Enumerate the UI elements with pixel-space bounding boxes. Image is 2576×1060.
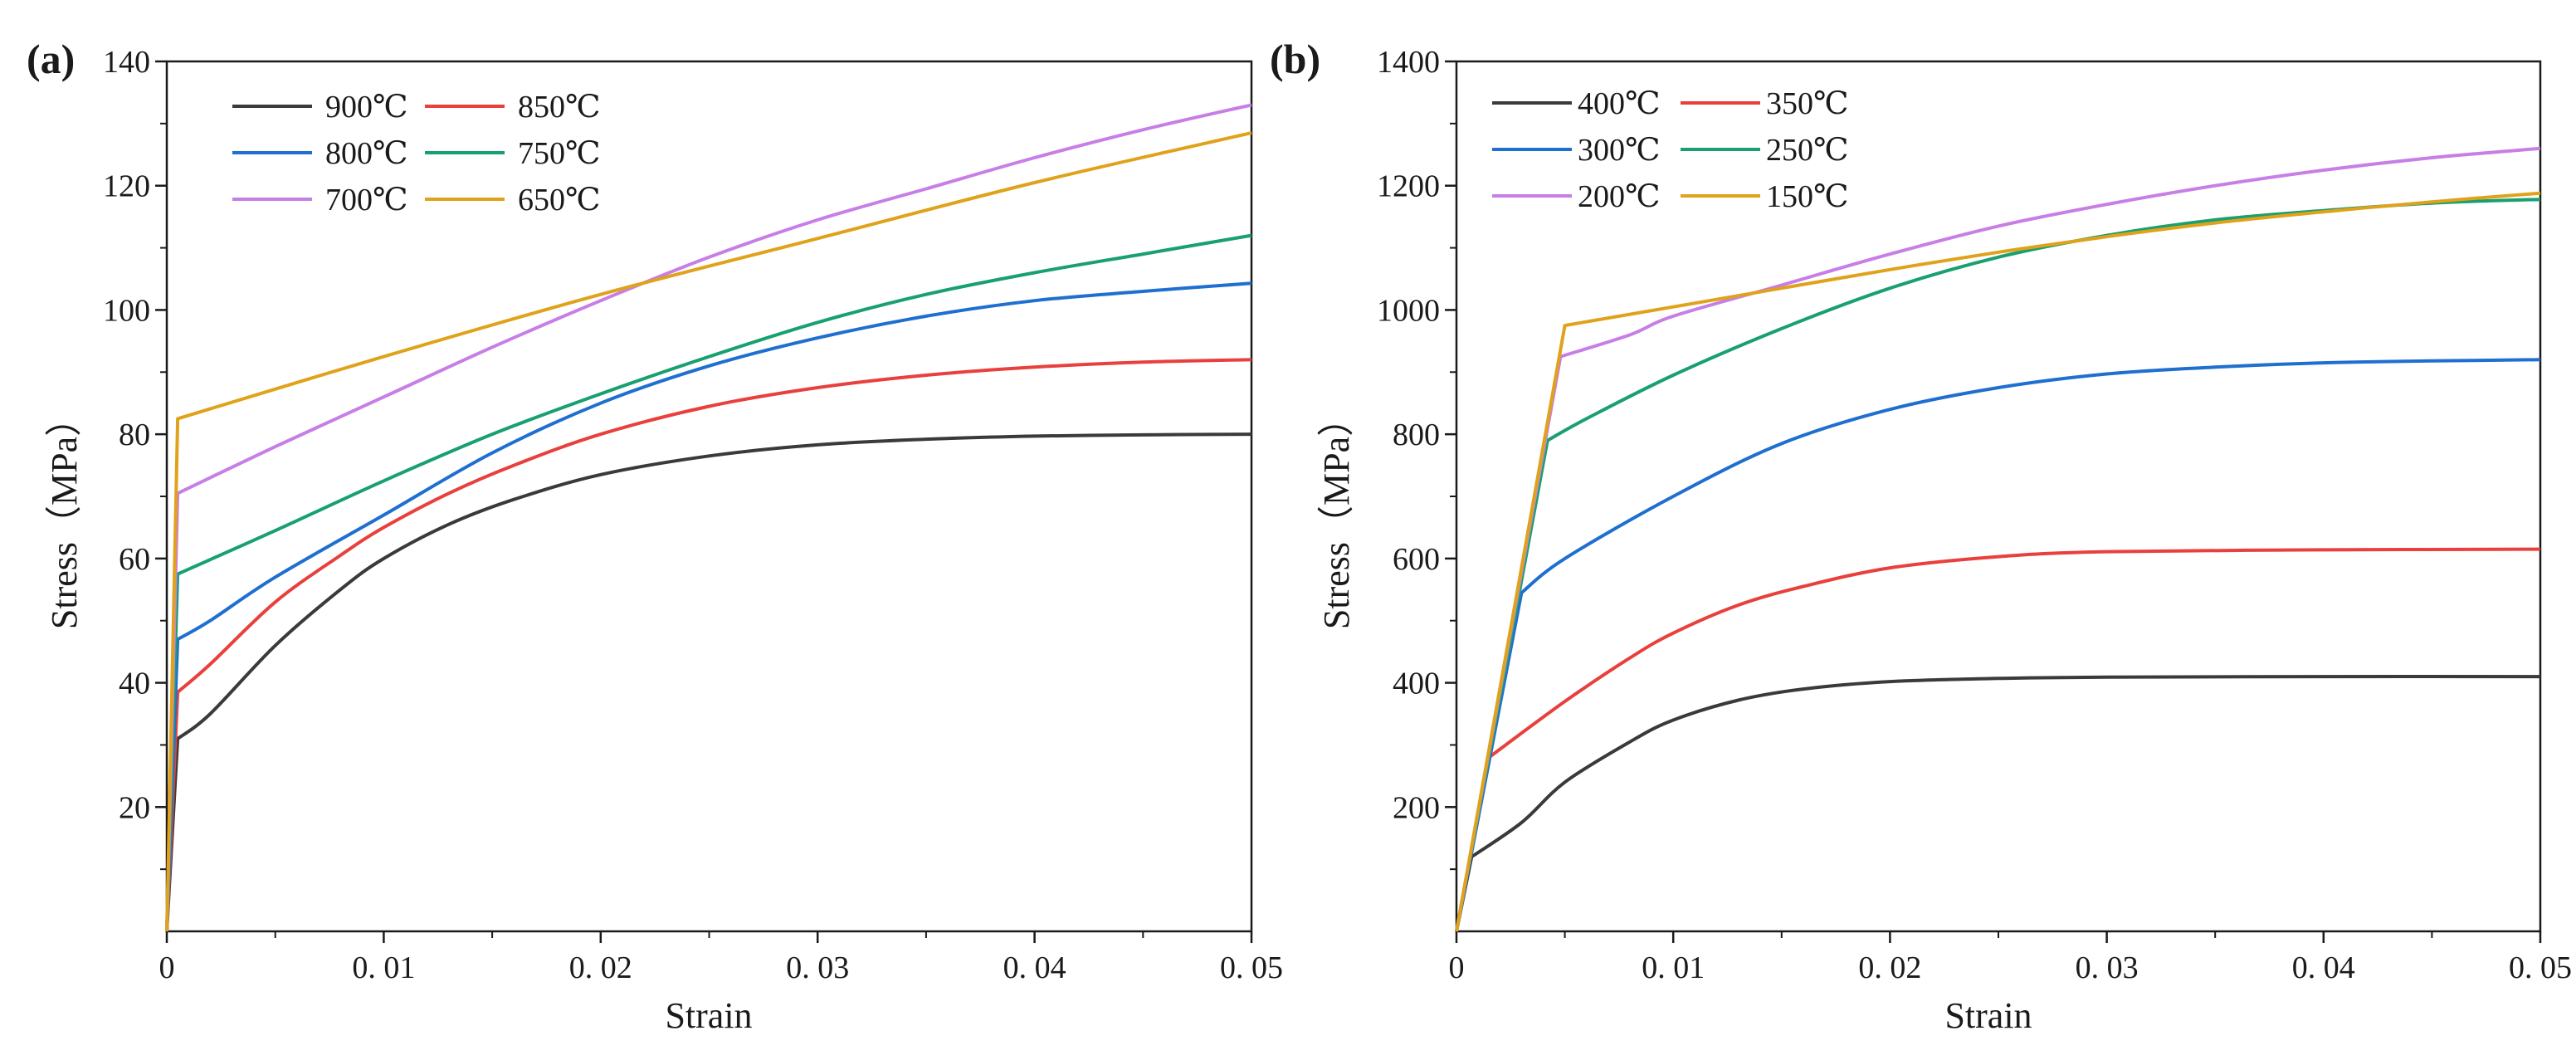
legend-label: 350℃ [1766,86,1849,121]
series-line-2 [165,281,1252,932]
y-tick-label: 600 [1393,542,1440,577]
x-tick-label: 0. 04 [1003,950,1066,985]
x-tick-label: 0. 04 [2292,950,2355,985]
series-line-5 [1455,191,2541,932]
y-tick-label: 1200 [1377,169,1440,204]
y-tick-label: 20 [119,790,150,825]
y-tick-label: 60 [119,542,150,577]
x-tick-label: 0. 02 [569,950,632,985]
series-line-0 [1455,675,2541,932]
series-line-2 [1455,358,2541,932]
y-tick-label: 400 [1393,667,1440,701]
x-tick-label: 0 [159,950,175,985]
series-line-5 [165,131,1252,932]
y-tick-label: 80 [119,418,150,452]
legend-label: 200℃ [1578,179,1661,214]
y-axis-label: Stress（MPa） [44,400,85,629]
series-line-3 [165,233,1252,932]
series-line-4 [1455,146,2541,932]
y-tick-label: 800 [1393,418,1440,452]
x-tick-label: 0. 03 [786,950,849,985]
series-line-3 [1455,198,2541,932]
y-tick-label: 1000 [1377,293,1440,328]
x-tick-label: 0. 01 [1642,950,1705,985]
x-tick-label: 0 [1449,950,1465,985]
legend-label: 850℃ [518,90,601,125]
y-tick-label: 120 [103,169,150,204]
panel-a: (a) Stress（MPa） Strain 0 0. 01 0. 02 0. 03 0… [27,36,1283,1036]
x-tick-label: 0. 03 [2076,950,2139,985]
legend-label: 900℃ [325,90,408,125]
y-tick-label: 100 [103,293,150,328]
series-line-1 [1455,547,2541,932]
series-line-1 [165,358,1252,932]
legend-label: 700℃ [325,183,408,217]
panel-label: (a) [27,36,75,82]
legend-label: 250℃ [1766,133,1849,168]
legend-label: 400℃ [1578,86,1661,121]
legend-label: 750℃ [518,136,601,171]
series-line-4 [165,103,1252,932]
y-tick-label: 200 [1393,790,1440,825]
x-tick-label: 0. 05 [1220,950,1283,985]
legend-label: 150℃ [1766,179,1849,214]
legend-label: 800℃ [325,136,408,171]
x-tick-label: 0. 05 [2509,950,2572,985]
y-tick-label: 1400 [1377,45,1440,80]
y-axis-label: Stress（MPa） [1316,400,1357,629]
x-axis-label: Strain [1944,995,2032,1036]
x-tick-label: 0. 02 [1858,950,1921,985]
panel-b: (b) Stress（MPa） Strain 0 0. 01 0. 02 0. 03 0… [1270,36,2572,1036]
panel-label: (b) [1270,36,1320,82]
y-tick-label: 140 [103,45,150,80]
x-tick-label: 0. 01 [352,950,415,985]
legend-label: 300℃ [1578,133,1661,168]
legend-label: 650℃ [518,183,601,217]
x-axis-label: Strain [665,995,752,1036]
y-tick-label: 40 [119,667,150,701]
series-line-0 [165,432,1252,932]
